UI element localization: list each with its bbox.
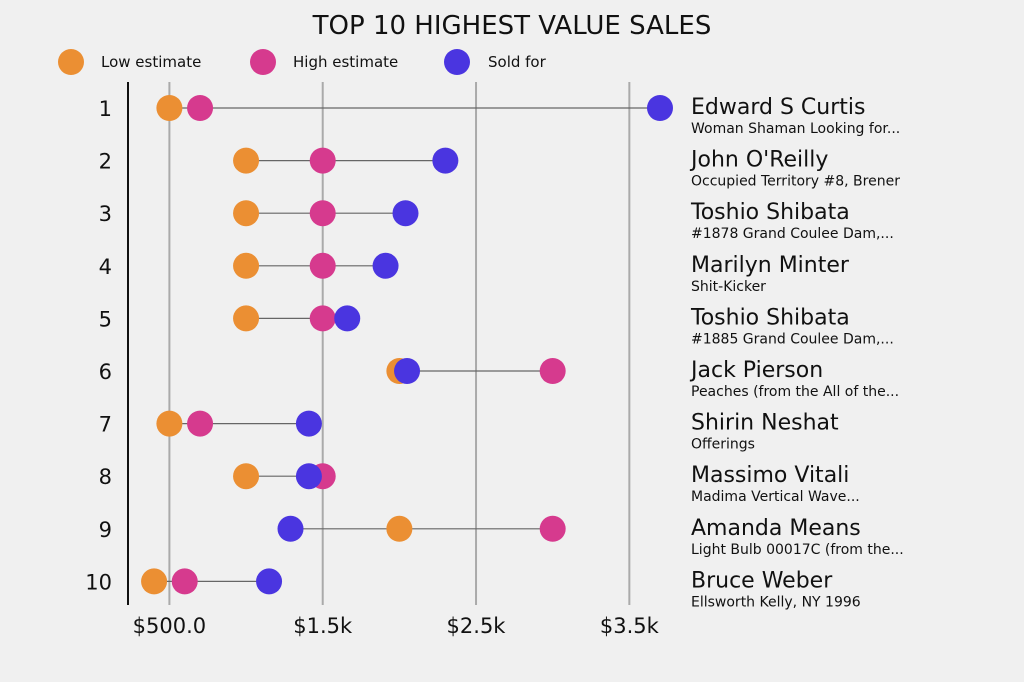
rank-label: 7	[99, 413, 112, 437]
low-dot	[233, 252, 260, 279]
sold-dot	[334, 305, 361, 332]
rank-label: 8	[99, 465, 112, 489]
legend: Low estimate High estimate Sold for	[58, 49, 547, 75]
high-dot	[539, 358, 566, 384]
artist-name: Marilyn Minter	[691, 253, 850, 278]
rank-label: 5	[99, 307, 112, 331]
high-dot	[171, 568, 198, 595]
legend-label-low: Low estimate	[101, 53, 201, 71]
work-title: Peaches (from the All of the...	[691, 384, 899, 400]
low-dot	[141, 568, 168, 595]
rank-label: 6	[99, 360, 112, 384]
rank-label: 9	[99, 518, 112, 542]
work-title: Woman Shaman Looking for...	[691, 121, 900, 137]
legend-marker-low	[58, 49, 84, 75]
high-dot	[309, 147, 336, 174]
legend-marker-high	[250, 49, 276, 75]
sold-dot	[392, 200, 419, 227]
rank-label: 4	[99, 255, 112, 279]
low-dot	[156, 410, 183, 437]
sold-dot	[277, 515, 304, 542]
work-title: #1885 Grand Coulee Dam,...	[691, 331, 894, 347]
high-dot	[309, 200, 336, 227]
x-tick-label: $2.5k	[447, 614, 507, 638]
x-tick-label: $3.5k	[600, 614, 660, 638]
rank-label: 3	[99, 202, 112, 226]
artist-name: Toshio Shibata	[690, 200, 850, 225]
rank-label: 1	[99, 97, 112, 121]
work-title: Light Bulb 00017C (from the...	[691, 542, 904, 558]
x-tick-label: $1.5k	[293, 614, 353, 638]
rank-label: 2	[99, 150, 112, 174]
chart-title: TOP 10 HIGHEST VALUE SALES	[312, 11, 712, 41]
sold-dot	[432, 147, 459, 174]
sold-dot	[372, 252, 399, 279]
artist-name: Shirin Neshat	[691, 411, 839, 436]
rank-label: 10	[85, 570, 112, 594]
work-title: Occupied Territory #8, Brener	[691, 174, 900, 190]
low-dot	[156, 95, 183, 121]
work-title: Shit-Kicker	[691, 279, 766, 295]
sold-dot	[394, 358, 421, 384]
artist-name: Toshio Shibata	[690, 305, 850, 330]
legend-label-sold: Sold for	[488, 53, 547, 71]
work-title: Offerings	[691, 437, 755, 453]
sold-dot	[256, 568, 283, 595]
work-title: Madima Vertical Wave...	[691, 489, 860, 505]
work-title: Ellsworth Kelly, NY 1996	[691, 594, 861, 610]
high-dot	[309, 305, 336, 332]
high-dot	[187, 410, 214, 437]
row-3: 3 Toshio Shibata#1878 Grand Coulee Dam,..…	[99, 200, 894, 242]
artist-name: Jack Pierson	[689, 358, 823, 383]
high-dot	[309, 252, 336, 279]
artist-name: Edward S Curtis	[691, 95, 865, 120]
low-dot	[386, 515, 413, 542]
low-dot	[233, 200, 260, 227]
work-title: #1878 Grand Coulee Dam,...	[691, 226, 894, 242]
x-tick-label: $500.0	[133, 614, 206, 638]
sold-dot	[295, 463, 322, 490]
legend-marker-sold	[444, 49, 470, 75]
legend-label-high: High estimate	[293, 53, 398, 71]
row-5: 5 Toshio Shibata#1885 Grand Coulee Dam,..…	[99, 305, 894, 347]
artist-name: Bruce Weber	[691, 568, 833, 593]
low-dot	[233, 463, 260, 490]
x-axis-ticks: $500.0 $1.5k $2.5k $3.5k	[133, 614, 660, 638]
artist-name: Amanda Means	[691, 516, 861, 541]
high-dot	[187, 95, 214, 121]
low-dot	[233, 147, 260, 174]
artist-name: John O'Reilly	[689, 148, 828, 173]
low-dot	[233, 305, 260, 332]
artist-name: Massimo Vitali	[691, 463, 849, 488]
high-dot	[539, 515, 566, 542]
sold-dot	[647, 95, 673, 121]
sold-dot	[295, 410, 322, 437]
